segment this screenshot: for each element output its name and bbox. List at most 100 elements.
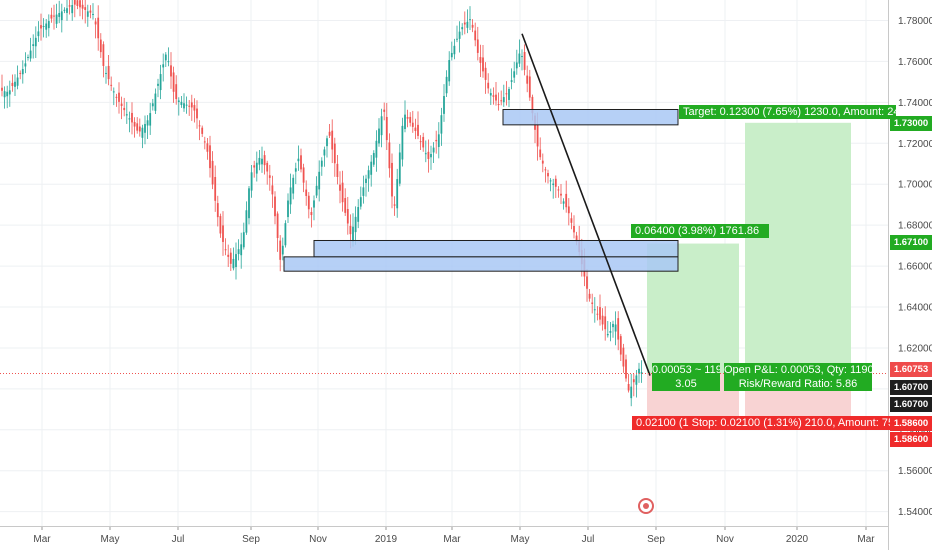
candle-body	[211, 160, 214, 185]
candle-body	[344, 198, 347, 213]
candle-body	[66, 8, 68, 13]
candle-body	[271, 185, 274, 195]
candle-body	[268, 175, 271, 178]
candle-body	[328, 131, 331, 136]
candle-body	[297, 158, 300, 162]
candle-body	[528, 76, 531, 98]
candle-body	[612, 323, 614, 328]
candle-body	[479, 57, 482, 63]
candle-body	[638, 368, 640, 374]
candle-body	[47, 21, 50, 29]
candle-body	[24, 63, 27, 67]
candle-body	[248, 188, 250, 219]
y-tick-label: 1.78000	[898, 16, 932, 27]
candle-body	[456, 38, 458, 40]
candle-body	[453, 45, 456, 55]
candle-body	[227, 254, 230, 257]
candle-body	[263, 155, 266, 166]
candle-body	[235, 254, 237, 268]
candle-body	[482, 57, 484, 72]
candle-body	[97, 17, 100, 39]
candle-body	[495, 94, 497, 101]
candle-body	[352, 226, 354, 242]
price-tag-current: 1.60753	[890, 362, 932, 377]
candle-body	[266, 162, 269, 172]
candle-body	[476, 39, 479, 53]
candle-body	[450, 52, 453, 58]
candle-body	[372, 153, 375, 165]
price-tag-entry-1: 1.60700	[890, 380, 932, 395]
candle-body	[497, 104, 500, 106]
candle-body	[240, 244, 243, 256]
candle-body	[331, 130, 334, 150]
candle-body	[84, 7, 87, 10]
candle-body	[92, 13, 94, 15]
candle-body	[604, 316, 607, 330]
candle-body	[146, 120, 149, 126]
candle-body	[177, 100, 180, 103]
candle-body	[60, 11, 63, 21]
candle-body	[391, 162, 393, 197]
candle-body	[575, 235, 578, 242]
x-tick-label: Mar	[33, 534, 51, 545]
candle-body	[209, 145, 211, 169]
candle-body	[32, 44, 35, 46]
candle-body	[120, 103, 123, 106]
candle-body	[190, 102, 193, 108]
candle-body	[274, 196, 276, 217]
candle-body	[107, 65, 110, 80]
candle-body	[323, 149, 326, 156]
candle-body	[463, 22, 466, 25]
candle-body	[521, 56, 523, 58]
candle-body	[315, 185, 318, 196]
candle-body	[216, 203, 219, 218]
candle-body	[11, 82, 14, 87]
y-tick-label: 1.54000	[898, 507, 932, 518]
candle-body	[523, 52, 526, 70]
candle-body	[573, 225, 575, 233]
candle-body	[279, 240, 282, 260]
x-tick-label: Mar	[857, 534, 875, 545]
candle-body	[640, 372, 643, 374]
candle-body	[487, 82, 490, 89]
candle-body	[489, 93, 492, 96]
candle-body	[385, 116, 388, 141]
candle-body	[305, 189, 308, 196]
candle-body	[255, 162, 258, 174]
candle-body	[224, 249, 227, 251]
candle-body	[250, 172, 253, 191]
candle-body	[567, 206, 570, 214]
candle-body	[430, 153, 432, 158]
candle-body	[112, 91, 115, 93]
overlays	[0, 33, 888, 418]
candle-body	[99, 39, 102, 53]
candle-body	[518, 53, 521, 64]
candle-body	[562, 201, 565, 204]
candle-body	[222, 225, 224, 242]
y-tick-label: 1.62000	[898, 343, 932, 354]
candle-body	[53, 15, 55, 17]
candle-body	[133, 121, 136, 127]
candle-body	[310, 211, 313, 216]
candle-body	[131, 112, 133, 123]
candle-body	[625, 359, 627, 379]
x-tick-label: May	[101, 534, 120, 545]
candle-body	[102, 44, 105, 66]
candle-body	[19, 72, 22, 74]
y-tick-label: 1.72000	[898, 139, 932, 150]
candle-body	[128, 118, 131, 120]
candle-body	[635, 375, 638, 385]
candle-body	[79, 0, 81, 8]
candle-body	[170, 65, 172, 77]
candle-body	[115, 96, 118, 98]
candle-body	[466, 21, 469, 28]
candle-body	[596, 313, 599, 315]
candle-body	[45, 23, 48, 30]
candle-body	[261, 158, 263, 165]
earnings-flag-icon[interactable]	[638, 498, 654, 514]
pnl-label-left: 0.00053 ~ 119 3.05	[652, 363, 720, 391]
candle-body	[193, 105, 196, 111]
x-tick-label: Sep	[242, 534, 260, 545]
candle-body	[339, 184, 341, 191]
